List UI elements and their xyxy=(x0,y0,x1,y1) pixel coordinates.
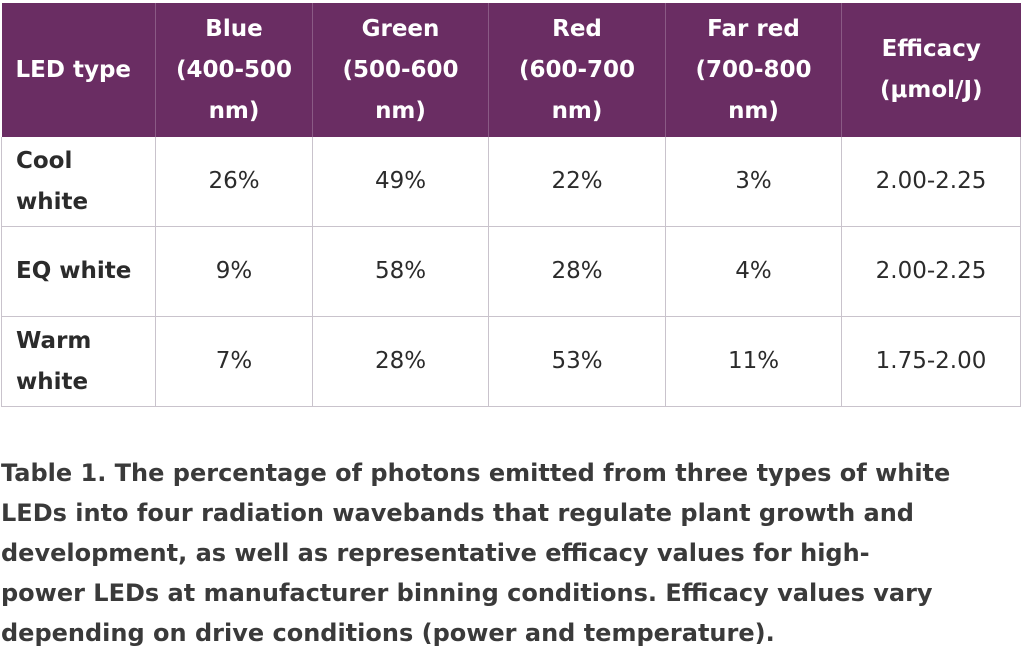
header-led-type-line: LED type xyxy=(15,56,132,83)
cell-led-type: Cool white xyxy=(1,137,156,227)
led-photon-table: LED type Blue (400-500 nm) Green (500-60… xyxy=(1,3,1021,407)
table-header: LED type Blue (400-500 nm) Green (500-60… xyxy=(1,3,1021,137)
header-far-red-line-1: Far red xyxy=(707,15,800,42)
cell-green: 58% xyxy=(312,226,489,317)
caption-line: Table 1. The percentage of photons emitt… xyxy=(1,459,951,487)
header-red-line-1: Red xyxy=(552,15,602,42)
caption-line: power LEDs at manufacturer binning condi… xyxy=(1,579,933,607)
header-led-type: LED type xyxy=(1,3,156,137)
cell-red: 22% xyxy=(488,137,666,227)
led-type-line: Cool xyxy=(16,147,73,174)
caption-line: development, as well as representative e… xyxy=(1,539,870,567)
header-blue-line-2: (400-500 xyxy=(175,56,293,83)
cell-led-type: EQ white xyxy=(1,226,156,317)
led-type-line: white xyxy=(16,188,89,215)
header-efficacy-line-2: (μmol/J) xyxy=(879,77,983,103)
cell-blue: 26% xyxy=(155,137,313,227)
cell-red: 28% xyxy=(488,226,666,317)
cell-far-red: 4% xyxy=(665,226,842,317)
cell-blue: 9% xyxy=(155,226,313,317)
cell-far-red: 11% xyxy=(665,316,842,407)
cell-far-red: 3% xyxy=(665,137,842,227)
header-far-red-line-3: nm) xyxy=(728,97,779,124)
cell-led-type: Warm white xyxy=(1,316,156,407)
cell-blue: 7% xyxy=(155,316,313,407)
cell-red: 53% xyxy=(488,316,666,407)
cell-green: 28% xyxy=(312,316,489,407)
header-red: Red (600-700 nm) xyxy=(488,3,666,137)
header-far-red: Far red (700-800 nm) xyxy=(665,3,842,137)
cell-efficacy: 2.00-2.25 xyxy=(841,137,1021,227)
header-green-line-3: nm) xyxy=(375,97,426,124)
table-row: Warm white 7% 28% 53% 11% 1.75-2.00 xyxy=(1,316,1021,407)
header-green-line-2: (500-600 xyxy=(342,56,459,83)
header-efficacy-line-1: Efficacy xyxy=(881,36,981,62)
table-body: Cool white 26% 49% 22% 3% 2.00-2.25 EQ w… xyxy=(1,137,1021,407)
cell-efficacy: 1.75-2.00 xyxy=(841,316,1021,407)
led-type-line: Warm xyxy=(16,327,92,354)
caption-line: LEDs into four radiation wavebands that … xyxy=(1,499,914,527)
led-type-line: EQ white xyxy=(16,258,132,284)
cell-efficacy: 2.00-2.25 xyxy=(841,226,1021,317)
cell-green: 49% xyxy=(312,137,489,227)
led-type-line: white xyxy=(16,368,89,395)
header-blue-line-1: Blue xyxy=(205,15,263,42)
header-row: LED type Blue (400-500 nm) Green (500-60… xyxy=(1,3,1021,137)
table-row: EQ white 9% 58% 28% 4% 2.00-2.25 xyxy=(1,226,1021,317)
header-efficacy: Efficacy (μmol/J) xyxy=(841,3,1021,137)
table-row: Cool white 26% 49% 22% 3% 2.00-2.25 xyxy=(1,137,1021,227)
header-blue: Blue (400-500 nm) xyxy=(155,3,313,137)
header-red-line-2: (600-700 xyxy=(518,56,636,83)
caption-line: depending on drive conditions (power and… xyxy=(1,619,775,647)
table-caption: Table 1. The percentage of photons emitt… xyxy=(1,453,1023,653)
header-green: Green (500-600 nm) xyxy=(312,3,489,137)
header-green-line-1: Green xyxy=(361,15,440,42)
header-blue-line-3: nm) xyxy=(208,97,260,124)
header-red-line-3: nm) xyxy=(551,97,603,124)
header-far-red-line-2: (700-800 xyxy=(695,56,812,83)
